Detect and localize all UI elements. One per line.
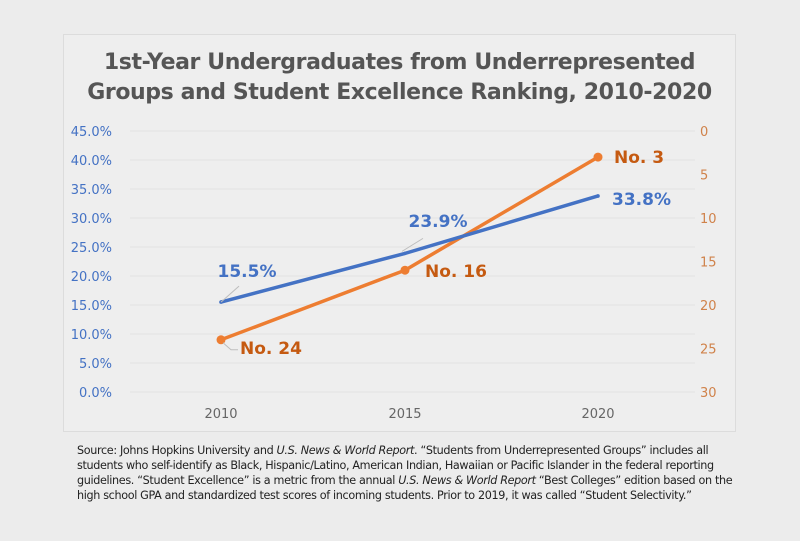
ranking-point xyxy=(593,152,603,162)
right-axis-tick-label: 20 xyxy=(700,299,717,314)
source-text: Source: Johns Hopkins University and xyxy=(77,444,277,457)
left-axis-tick-label: 15.0% xyxy=(71,299,112,314)
leader-line xyxy=(220,285,240,303)
leader-line xyxy=(222,342,238,351)
source-publication: U.S. News & World Report xyxy=(398,474,536,487)
underrepresented-point xyxy=(403,251,407,256)
right-axis-tick-label: 0 xyxy=(700,125,708,140)
chart-title-line-2: Groups and Student Excellence Ranking, 2… xyxy=(87,80,712,105)
right-axis-tick-label: 30 xyxy=(700,386,717,401)
left-axis-tick-label: 5.0% xyxy=(79,357,112,372)
right-axis-tick-label: 10 xyxy=(700,212,717,227)
ranking-point xyxy=(400,265,410,275)
x-axis-tick-label: 2020 xyxy=(581,407,614,422)
source-publication: U.S. News & World Report xyxy=(276,444,415,457)
leader-line xyxy=(401,237,424,252)
underrepresented-point xyxy=(596,194,600,198)
source-text: “Best Colleges” edition based on the hig… xyxy=(77,474,733,502)
data-label-underrepresented: 33.8% xyxy=(612,190,671,210)
left-axis-tick-label: 20.0% xyxy=(71,270,112,285)
data-label-ranking: No. 24 xyxy=(240,339,302,359)
left-axis-tick-label: 25.0% xyxy=(71,241,112,256)
right-axis-tick-label: 15 xyxy=(700,256,717,271)
left-axis-tick-label: 40.0% xyxy=(71,154,112,169)
left-axis-tick-label: 30.0% xyxy=(71,212,112,227)
left-axis-tick-label: 35.0% xyxy=(71,183,112,198)
data-label-underrepresented: 23.9% xyxy=(409,212,468,232)
left-axis-tick-label: 45.0% xyxy=(71,125,112,140)
chart-frame xyxy=(63,34,736,432)
left-axis-tick-label: 10.0% xyxy=(71,328,112,343)
data-label-ranking: No. 3 xyxy=(614,148,664,168)
data-label-underrepresented: 15.5% xyxy=(218,262,277,282)
x-axis-tick-label: 2010 xyxy=(204,407,237,422)
ranking-point xyxy=(216,335,226,345)
source-note: Source: Johns Hopkins University and U.S… xyxy=(77,443,757,503)
source-text: . “Students from Underrepresented Groups… xyxy=(77,444,714,487)
x-axis-tick-label: 2015 xyxy=(388,407,421,422)
left-axis-tick-label: 0.0% xyxy=(79,386,112,401)
right-axis-tick-label: 25 xyxy=(700,343,717,358)
data-label-ranking: No. 16 xyxy=(425,262,487,282)
right-axis-tick-label: 5 xyxy=(700,169,708,184)
series-line-ranking xyxy=(220,155,599,342)
chart-title: 1st-Year Undergraduates from Underrepres… xyxy=(63,48,736,108)
chart-title-line-1: 1st-Year Undergraduates from Underrepres… xyxy=(103,50,696,75)
